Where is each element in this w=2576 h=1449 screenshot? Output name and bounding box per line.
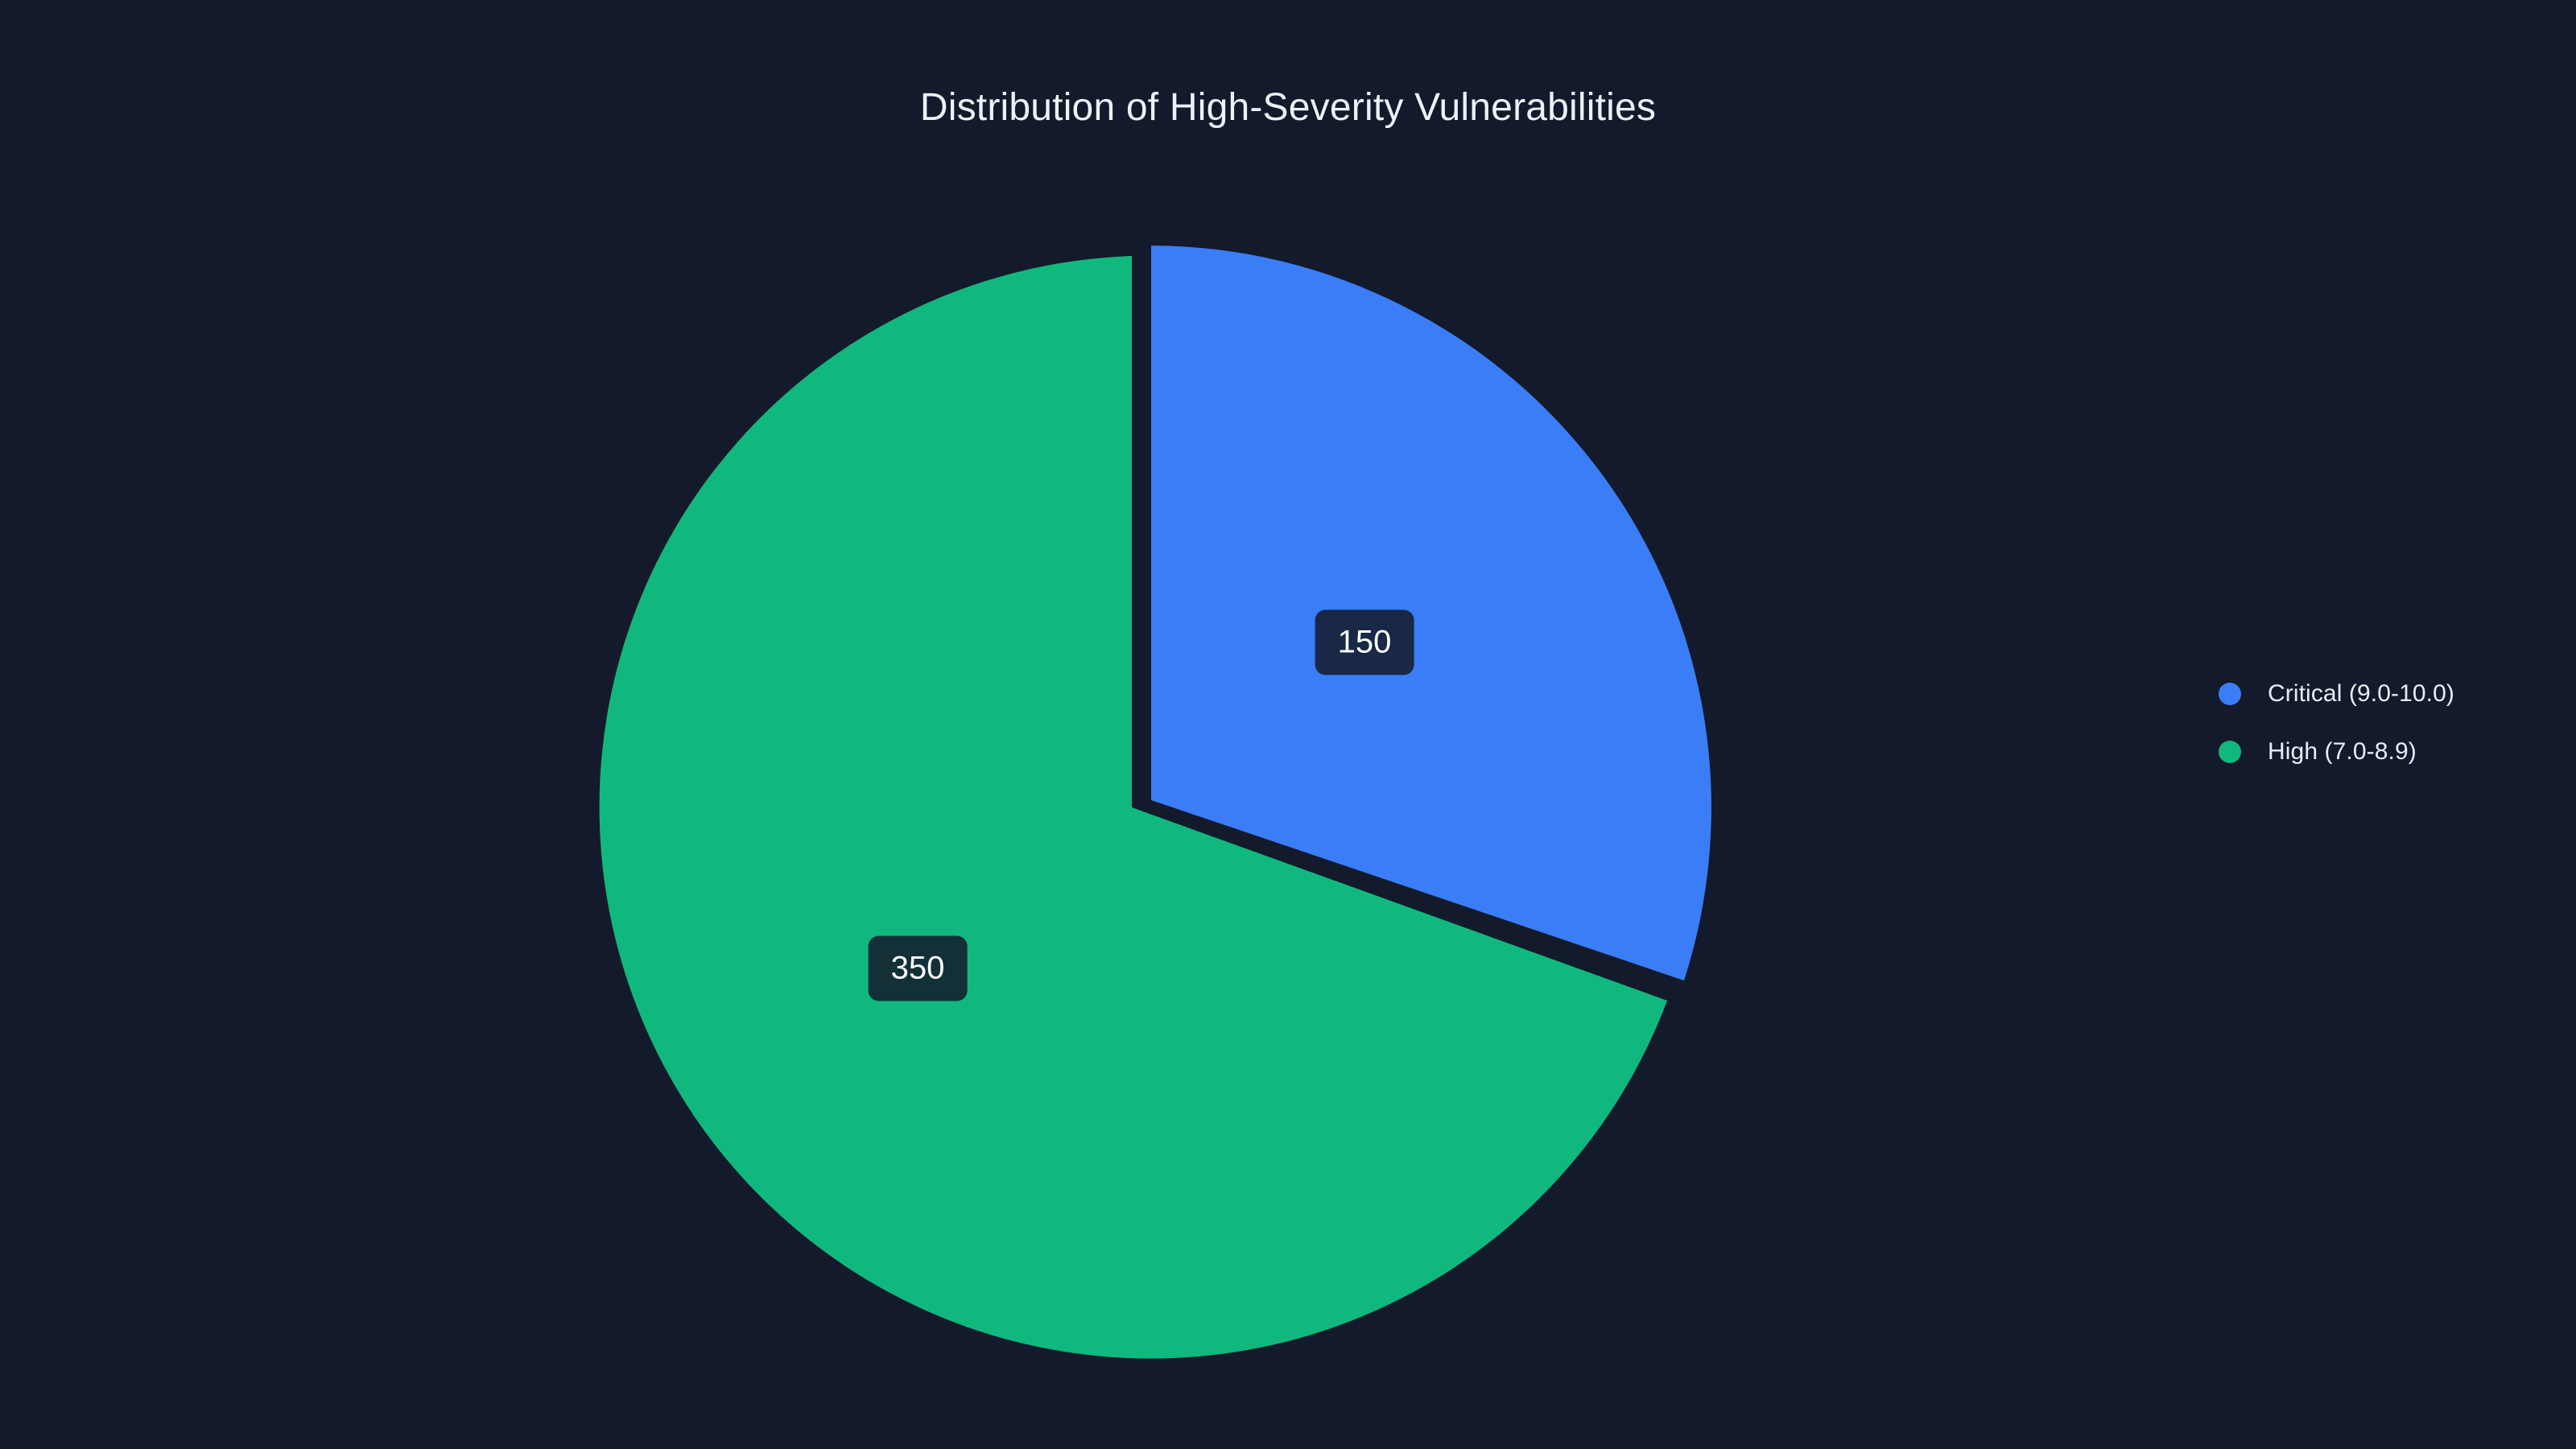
legend-item-high[interactable]: High (7.0-8.9) [2219, 723, 2454, 781]
pie-slice-critical[interactable] [1151, 246, 1711, 980]
slice-label-high: 350 [868, 935, 968, 1001]
legend-item-label: Critical (9.0-10.0) [2268, 680, 2454, 707]
legend-item-critical[interactable]: Critical (9.0-10.0) [2219, 665, 2454, 723]
legend: Critical (9.0-10.0) High (7.0-8.9) [2219, 665, 2454, 781]
slice-label-critical: 150 [1315, 609, 1414, 675]
pie-slices [599, 246, 1711, 1359]
legend-item-label: High (7.0-8.9) [2268, 738, 2417, 765]
chart-title: Distribution of High-Severity Vulnerabil… [919, 86, 1657, 129]
legend-color-swatch-icon [2219, 741, 2241, 763]
pie-slice-high[interactable] [599, 256, 1667, 1359]
legend-color-swatch-icon [2219, 683, 2241, 705]
